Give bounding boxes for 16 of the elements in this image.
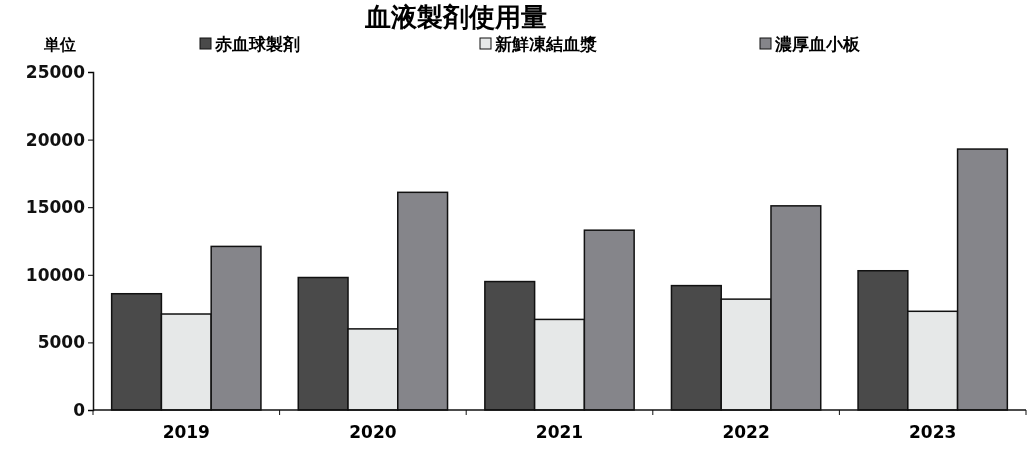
y-tick-label: 10000 [25,264,86,285]
legend-label: 濃厚血小板 [774,34,861,54]
y-tick-label: 0 [73,399,86,420]
y-tick-label: 20000 [25,129,86,150]
y-tick-label: 25000 [25,61,86,82]
y-axis-title: 単位 [43,35,76,54]
x-tick-label: 2021 [535,422,584,442]
y-tick-label: 15000 [25,197,86,218]
x-tick-label: 2020 [349,422,397,442]
y-tick-label: 5000 [37,332,86,353]
x-tick-label: 2022 [722,422,770,442]
x-tick-label: 2023 [909,422,957,442]
chart-title: 血液製剤使用量 [364,2,547,32]
x-tick-label: 2019 [162,422,210,442]
legend-label: 新鮮凍結血漿 [494,34,597,54]
legend-label: 赤血球製剤 [214,34,300,54]
